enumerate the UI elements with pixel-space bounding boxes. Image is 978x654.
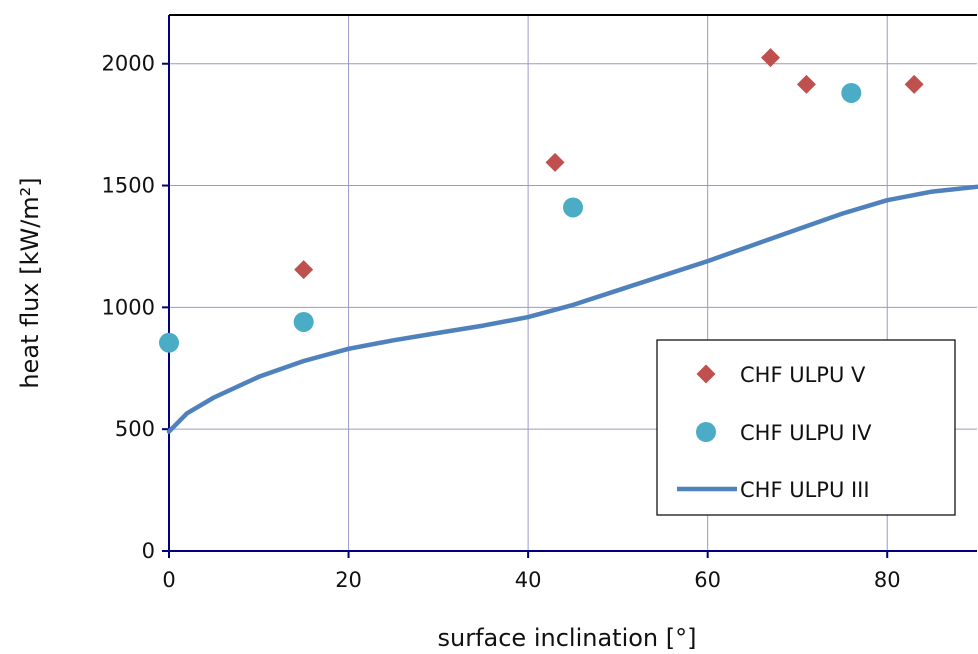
x-tick-label: 40 bbox=[515, 568, 542, 592]
legend-label: CHF ULPU IV bbox=[740, 421, 872, 445]
y-tick-label: 500 bbox=[115, 417, 155, 441]
y-tick-labels: 0 500 1000 1500 2000 bbox=[102, 52, 155, 563]
legend-label: CHF ULPU V bbox=[740, 363, 866, 387]
x-tick-label: 0 bbox=[162, 568, 175, 592]
line-series-chf-ulpu-iii bbox=[166, 184, 978, 434]
y-tick-label: 0 bbox=[142, 539, 155, 563]
legend-label: CHF ULPU III bbox=[740, 478, 870, 502]
data-point-chf-ulpu-v bbox=[904, 74, 924, 94]
legend-circle-marker bbox=[696, 422, 716, 442]
data-point-chf-ulpu-iv bbox=[563, 197, 583, 218]
series-layer bbox=[159, 48, 978, 434]
y-tick-label: 1500 bbox=[102, 174, 155, 198]
data-point-chf-ulpu-v bbox=[761, 48, 781, 68]
legend: CHF ULPU V CHF ULPU IV CHF ULPU III bbox=[656, 339, 956, 516]
data-point-chf-ulpu-v bbox=[294, 260, 314, 280]
y-axis-label: heat flux [kW/m²] bbox=[16, 177, 44, 388]
data-point-chf-ulpu-iv bbox=[293, 311, 314, 332]
data-point-chf-ulpu-iv bbox=[159, 332, 179, 353]
x-axis-label: surface inclination [°] bbox=[438, 624, 697, 652]
x-tick-labels: 0 20 40 60 80 bbox=[162, 568, 900, 592]
data-point-chf-ulpu-v bbox=[545, 152, 565, 172]
x-tick-label: 80 bbox=[874, 568, 901, 592]
data-point-chf-ulpu-iv bbox=[841, 82, 862, 103]
axes bbox=[162, 14, 977, 558]
x-tick-label: 60 bbox=[694, 568, 721, 592]
x-tick-label: 20 bbox=[335, 568, 362, 592]
y-tick-label: 2000 bbox=[102, 52, 155, 76]
legend-diamond-marker bbox=[696, 364, 716, 384]
y-tick-label: 1000 bbox=[102, 295, 155, 319]
grid bbox=[169, 15, 977, 551]
data-point-chf-ulpu-v bbox=[796, 74, 816, 94]
